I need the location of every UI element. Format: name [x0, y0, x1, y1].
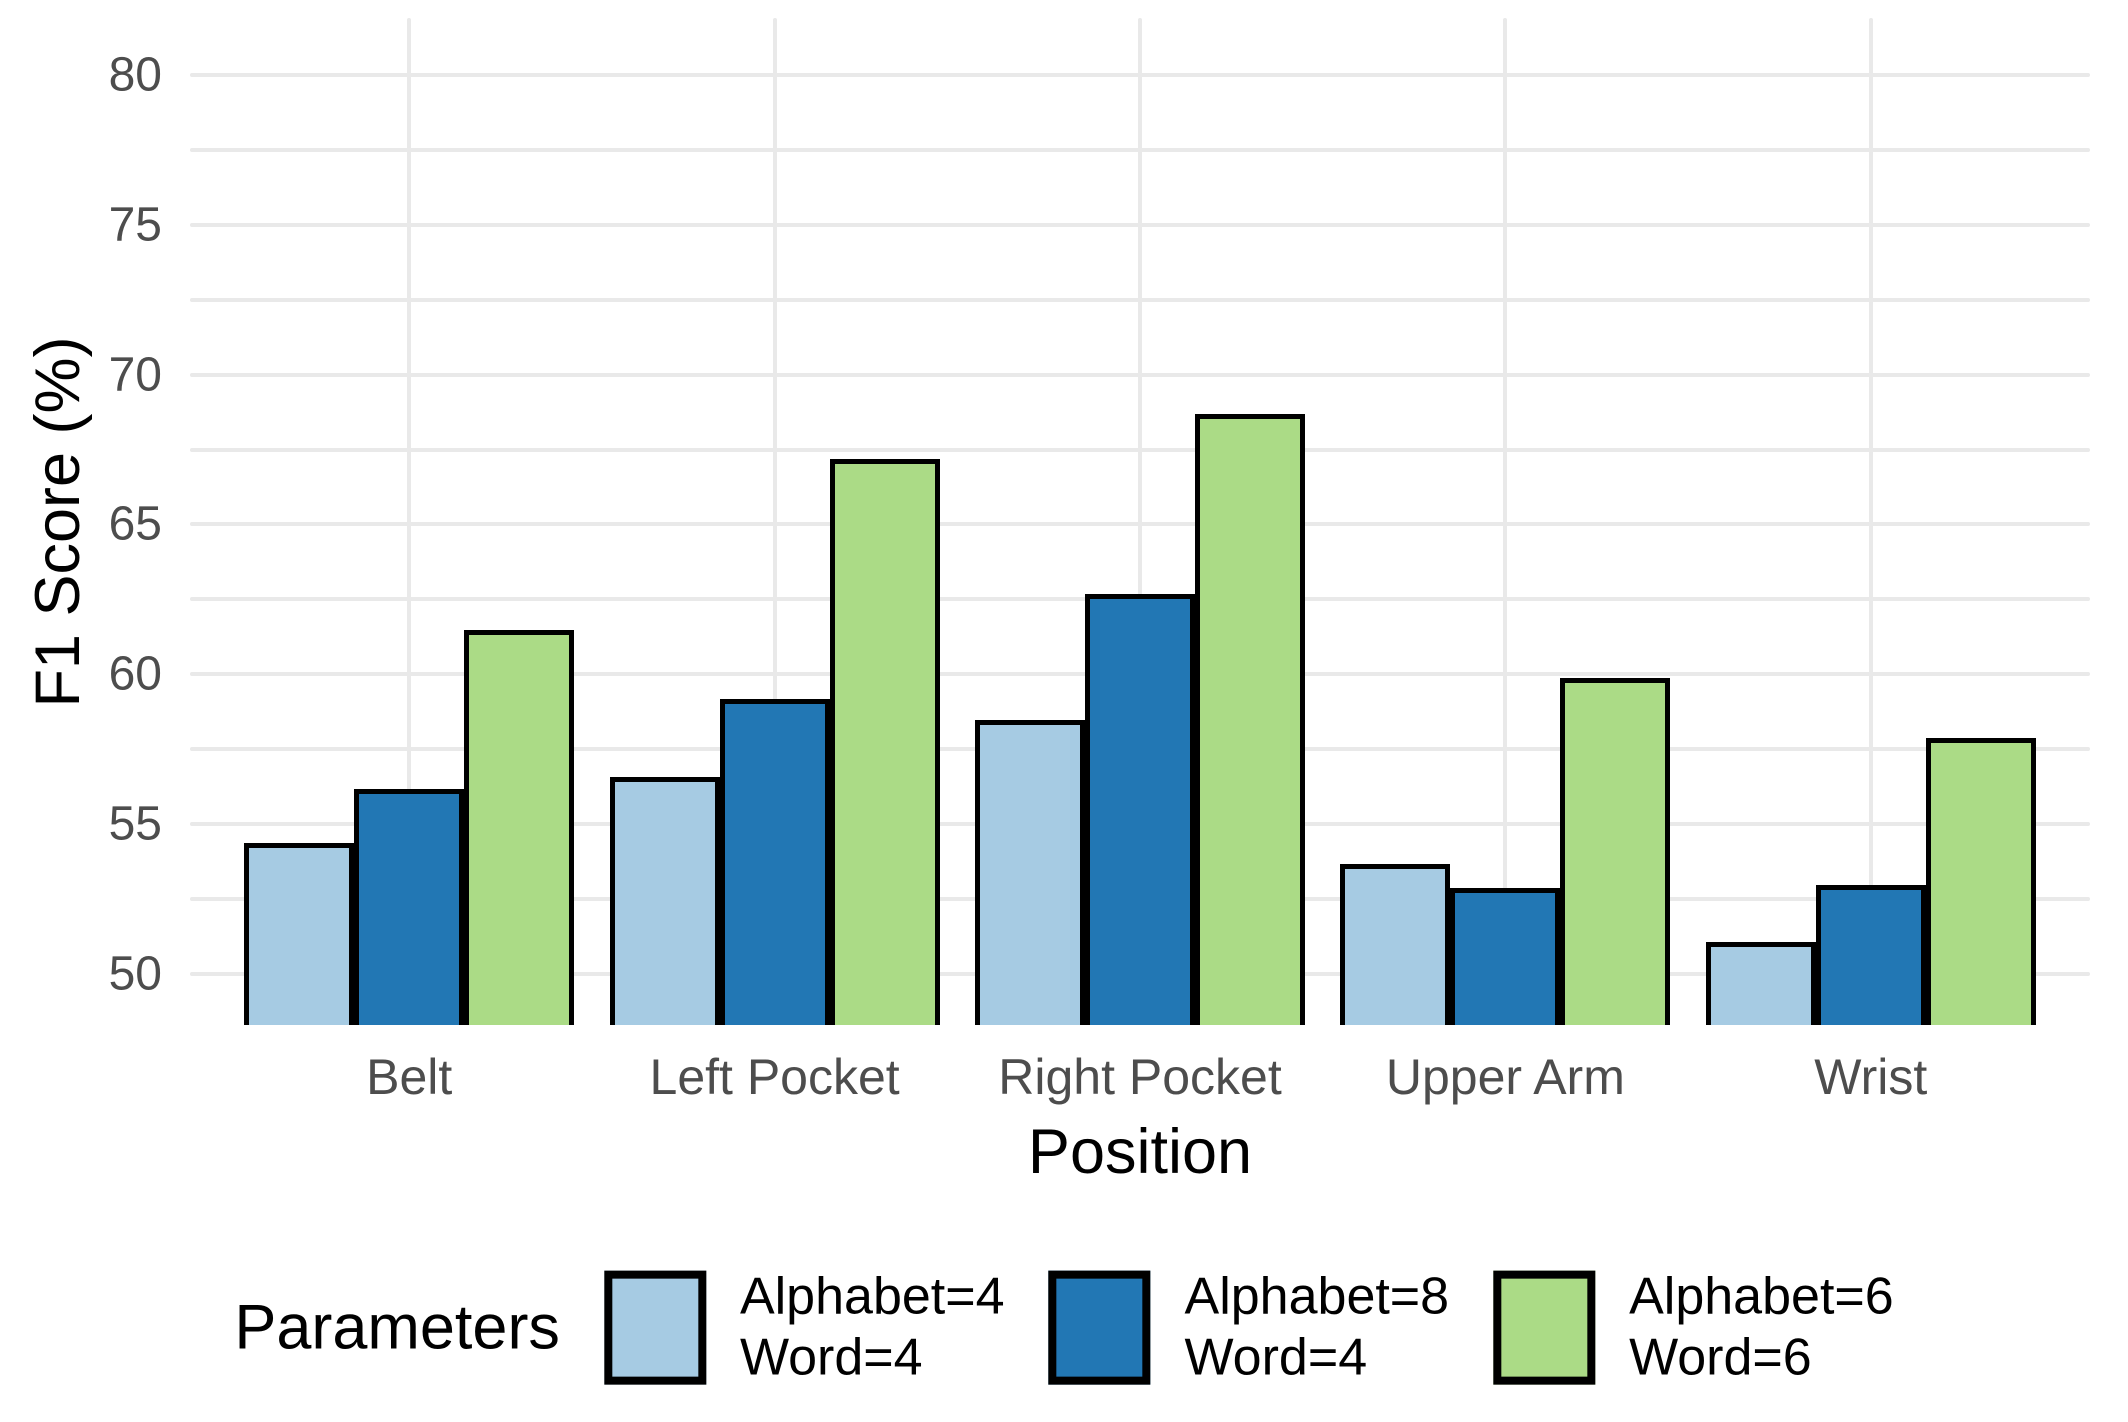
vertical-gridline [1503, 18, 1508, 1025]
y-tick-label: 55 [108, 797, 162, 851]
bar-upper-arm-series3 [1560, 677, 1671, 1025]
legend-item-series3: Alphabet=6 Word=6 [1493, 1267, 1894, 1390]
vertical-gridline [1868, 18, 1873, 1025]
bar-right-pocket-series2 [1085, 593, 1195, 1025]
bar-upper-arm-series2 [1450, 887, 1561, 1025]
bar-left-pocket-series1 [609, 776, 720, 1025]
x-tick-label: Wrist [1814, 1049, 1928, 1105]
x-tick-label: Left Pocket [649, 1049, 900, 1105]
x-tick-label: Belt [366, 1049, 453, 1105]
legend-label-line: Word=4 [739, 1329, 923, 1387]
y-tick-label: 80 [108, 48, 162, 102]
vertical-gridline [407, 18, 412, 1025]
y-tick-label: 70 [108, 348, 162, 402]
legend-label: Alphabet=8 Word=4 [1185, 1267, 1450, 1390]
legend-item-series2: Alphabet=8 Word=4 [1048, 1267, 1450, 1390]
legend-item-series1: Alphabet=4 Word=4 [603, 1267, 1005, 1390]
bar-left-pocket-series2 [719, 698, 830, 1025]
x-tick-label: Upper Arm [1385, 1049, 1625, 1105]
legend-label-line: Alphabet=8 [1184, 1267, 1450, 1326]
bar-upper-arm-series1 [1340, 863, 1451, 1025]
y-tick-label: 50 [108, 947, 162, 1001]
legend-swatch [1493, 1271, 1596, 1385]
legend-title: Parameters [234, 1293, 560, 1363]
bar-left-pocket-series3 [829, 459, 940, 1025]
x-axis-title: Position [1027, 1117, 1253, 1187]
legend-label-line: Word=4 [1184, 1329, 1368, 1387]
bar-wrist-series3 [1925, 737, 2036, 1025]
y-tick-label: 75 [108, 198, 162, 252]
x-tick-label: Right Pocket [998, 1049, 1282, 1105]
vertical-gridline [772, 18, 777, 1025]
bar-right-pocket-series1 [975, 719, 1085, 1025]
bar-belt-series2 [354, 788, 465, 1025]
bar-right-pocket-series3 [1195, 414, 1305, 1025]
y-tick-label: 60 [108, 647, 162, 701]
legend-label: Alphabet=6 Word=6 [1629, 1267, 1894, 1390]
legend-swatch [603, 1271, 706, 1385]
legend-label-line: Alphabet=6 [1629, 1267, 1894, 1326]
legend: Parameters Alphabet=4 Word=4 Alphabet=8 Wor… [234, 1267, 1893, 1390]
legend-swatch [1048, 1271, 1151, 1385]
bar-wrist-series2 [1815, 884, 1926, 1025]
legend-label-line: Alphabet=4 [739, 1267, 1005, 1326]
vertical-gridline [1138, 18, 1142, 1025]
bar-wrist-series1 [1705, 941, 1816, 1025]
legend-label: Alphabet=4 Word=4 [740, 1267, 1005, 1390]
bar-belt-series1 [244, 842, 355, 1025]
bar-belt-series3 [464, 629, 575, 1025]
legend-label-line: Word=6 [1629, 1329, 1812, 1387]
y-tick-label: 65 [108, 497, 162, 551]
